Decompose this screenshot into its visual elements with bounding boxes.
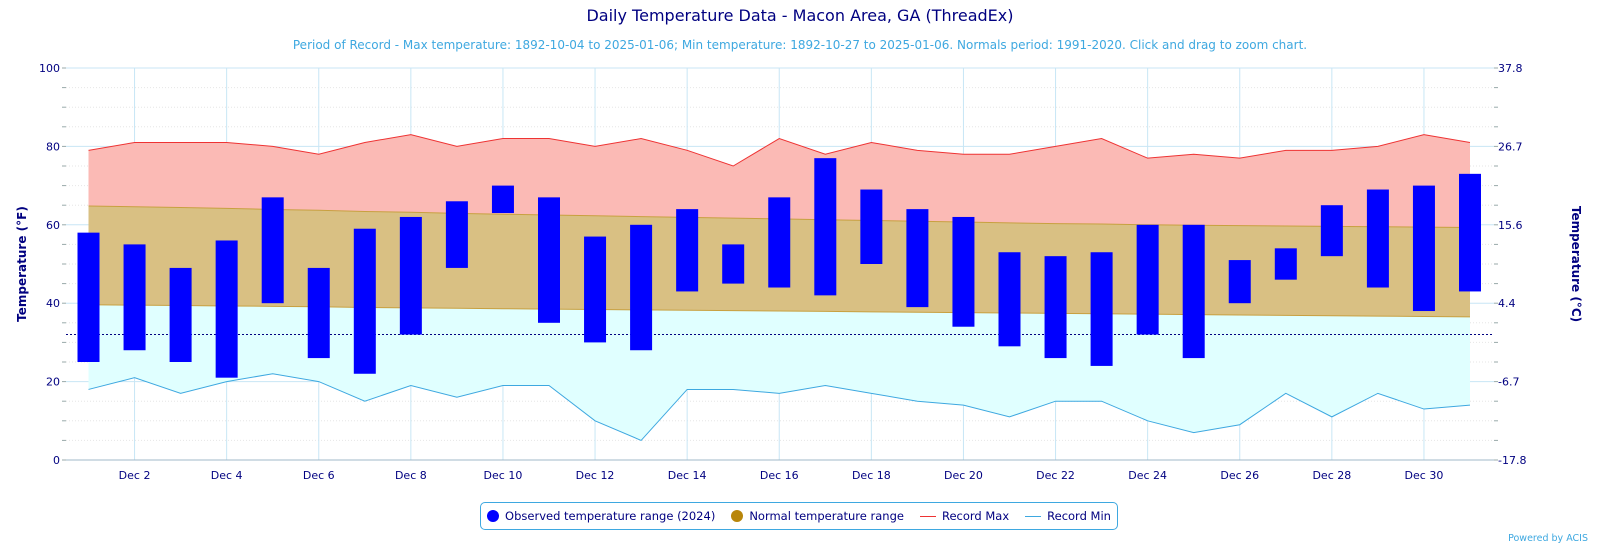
observed-range-bar[interactable] xyxy=(999,252,1021,346)
observed-range-bar[interactable] xyxy=(170,268,192,362)
y-left-tick-label: 60 xyxy=(46,219,60,232)
observed-range-bar[interactable] xyxy=(1091,252,1113,366)
x-tick-label: Dec 12 xyxy=(576,469,615,482)
legend-item-record-min[interactable]: Record Min xyxy=(1025,509,1111,523)
observed-range-bar[interactable] xyxy=(308,268,330,358)
legend-label-record-min: Record Min xyxy=(1047,509,1111,523)
observed-range-bar[interactable] xyxy=(78,233,100,362)
y-axis-left-title: Temperature (°F) xyxy=(15,206,29,322)
observed-range-bar[interactable] xyxy=(538,197,560,322)
observed-range-bar[interactable] xyxy=(676,209,698,291)
observed-range-bar[interactable] xyxy=(1229,260,1251,303)
observed-range-bar[interactable] xyxy=(1045,256,1067,358)
x-tick-label: Dec 16 xyxy=(760,469,799,482)
observed-range-bar[interactable] xyxy=(216,240,238,377)
observed-range-bar[interactable] xyxy=(630,225,652,350)
y-right-tick-label: 26.7 xyxy=(1498,140,1523,153)
observed-range-bar[interactable] xyxy=(860,190,882,264)
observed-range-bar[interactable] xyxy=(1275,248,1297,279)
normal-legend-dot-icon xyxy=(731,510,743,522)
x-tick-label: Dec 6 xyxy=(303,469,335,482)
y-left-tick-label: 20 xyxy=(46,376,60,389)
legend-item-record-max[interactable]: Record Max xyxy=(920,509,1009,523)
legend-item-normal[interactable]: Normal temperature range xyxy=(731,509,904,523)
y-left-tick-label: 40 xyxy=(46,297,60,310)
x-tick-label: Dec 24 xyxy=(1128,469,1167,482)
record-max-legend-line-icon xyxy=(920,516,936,517)
x-tick-label: Dec 10 xyxy=(484,469,523,482)
observed-range-bar[interactable] xyxy=(400,217,422,335)
observed-range-bar[interactable] xyxy=(584,237,606,343)
observed-range-bar[interactable] xyxy=(124,244,146,350)
credits-link[interactable]: Powered by ACIS xyxy=(1508,533,1588,544)
observed-range-bar[interactable] xyxy=(262,197,284,303)
y-left-tick-label: 80 xyxy=(46,140,60,153)
legend-label-normal: Normal temperature range xyxy=(749,509,904,523)
x-tick-label: Dec 8 xyxy=(395,469,427,482)
y-right-tick-label: 15.6 xyxy=(1498,219,1523,232)
legend-label-observed: Observed temperature range (2024) xyxy=(505,509,715,523)
y-left-tick-label: 100 xyxy=(39,62,60,75)
legend-item-observed[interactable]: Observed temperature range (2024) xyxy=(487,509,715,523)
legend-label-record-max: Record Max xyxy=(942,509,1009,523)
x-tick-label: Dec 4 xyxy=(211,469,243,482)
observed-range-bar[interactable] xyxy=(768,197,790,287)
y-right-tick-label: -6.7 xyxy=(1498,376,1519,389)
observed-legend-dot-icon xyxy=(487,510,499,522)
x-tick-label: Dec 14 xyxy=(668,469,707,482)
y-right-tick-label: 37.8 xyxy=(1498,62,1523,75)
observed-range-bar[interactable] xyxy=(952,217,974,327)
record-min-legend-line-icon xyxy=(1025,516,1041,517)
observed-range-bar[interactable] xyxy=(492,186,514,213)
observed-range-bar[interactable] xyxy=(1367,190,1389,288)
x-tick-label: Dec 28 xyxy=(1312,469,1351,482)
observed-range-bar[interactable] xyxy=(1137,225,1159,335)
x-tick-label: Dec 26 xyxy=(1220,469,1259,482)
observed-range-bar[interactable] xyxy=(446,201,468,268)
temperature-chart[interactable]: 0 -17.8 20 -6.7 40 4.4 60 15.6 80 26.7 100 37.8 Dec … xyxy=(0,0,1600,552)
x-tick-label: Dec 22 xyxy=(1036,469,1075,482)
y-right-tick-label: -17.8 xyxy=(1498,454,1526,467)
observed-range-bar[interactable] xyxy=(1183,225,1205,358)
y-left-tick-label: 0 xyxy=(53,454,60,467)
observed-range-bar[interactable] xyxy=(906,209,928,307)
observed-range-bar[interactable] xyxy=(354,229,376,374)
legend: Observed temperature range (2024) Normal… xyxy=(480,502,1118,530)
y-axis-right-title: Temperature (°C) xyxy=(1569,206,1583,322)
x-tick-label: Dec 18 xyxy=(852,469,891,482)
observed-range-bar[interactable] xyxy=(814,158,836,295)
observed-range-bar[interactable] xyxy=(722,244,744,283)
observed-range-bar[interactable] xyxy=(1321,205,1343,256)
x-tick-label: Dec 2 xyxy=(119,469,151,482)
x-tick-label: Dec 30 xyxy=(1405,469,1444,482)
observed-range-bar[interactable] xyxy=(1459,174,1481,292)
observed-range-bar[interactable] xyxy=(1413,186,1435,311)
y-right-tick-label: 4.4 xyxy=(1498,297,1516,310)
x-tick-label: Dec 20 xyxy=(944,469,983,482)
